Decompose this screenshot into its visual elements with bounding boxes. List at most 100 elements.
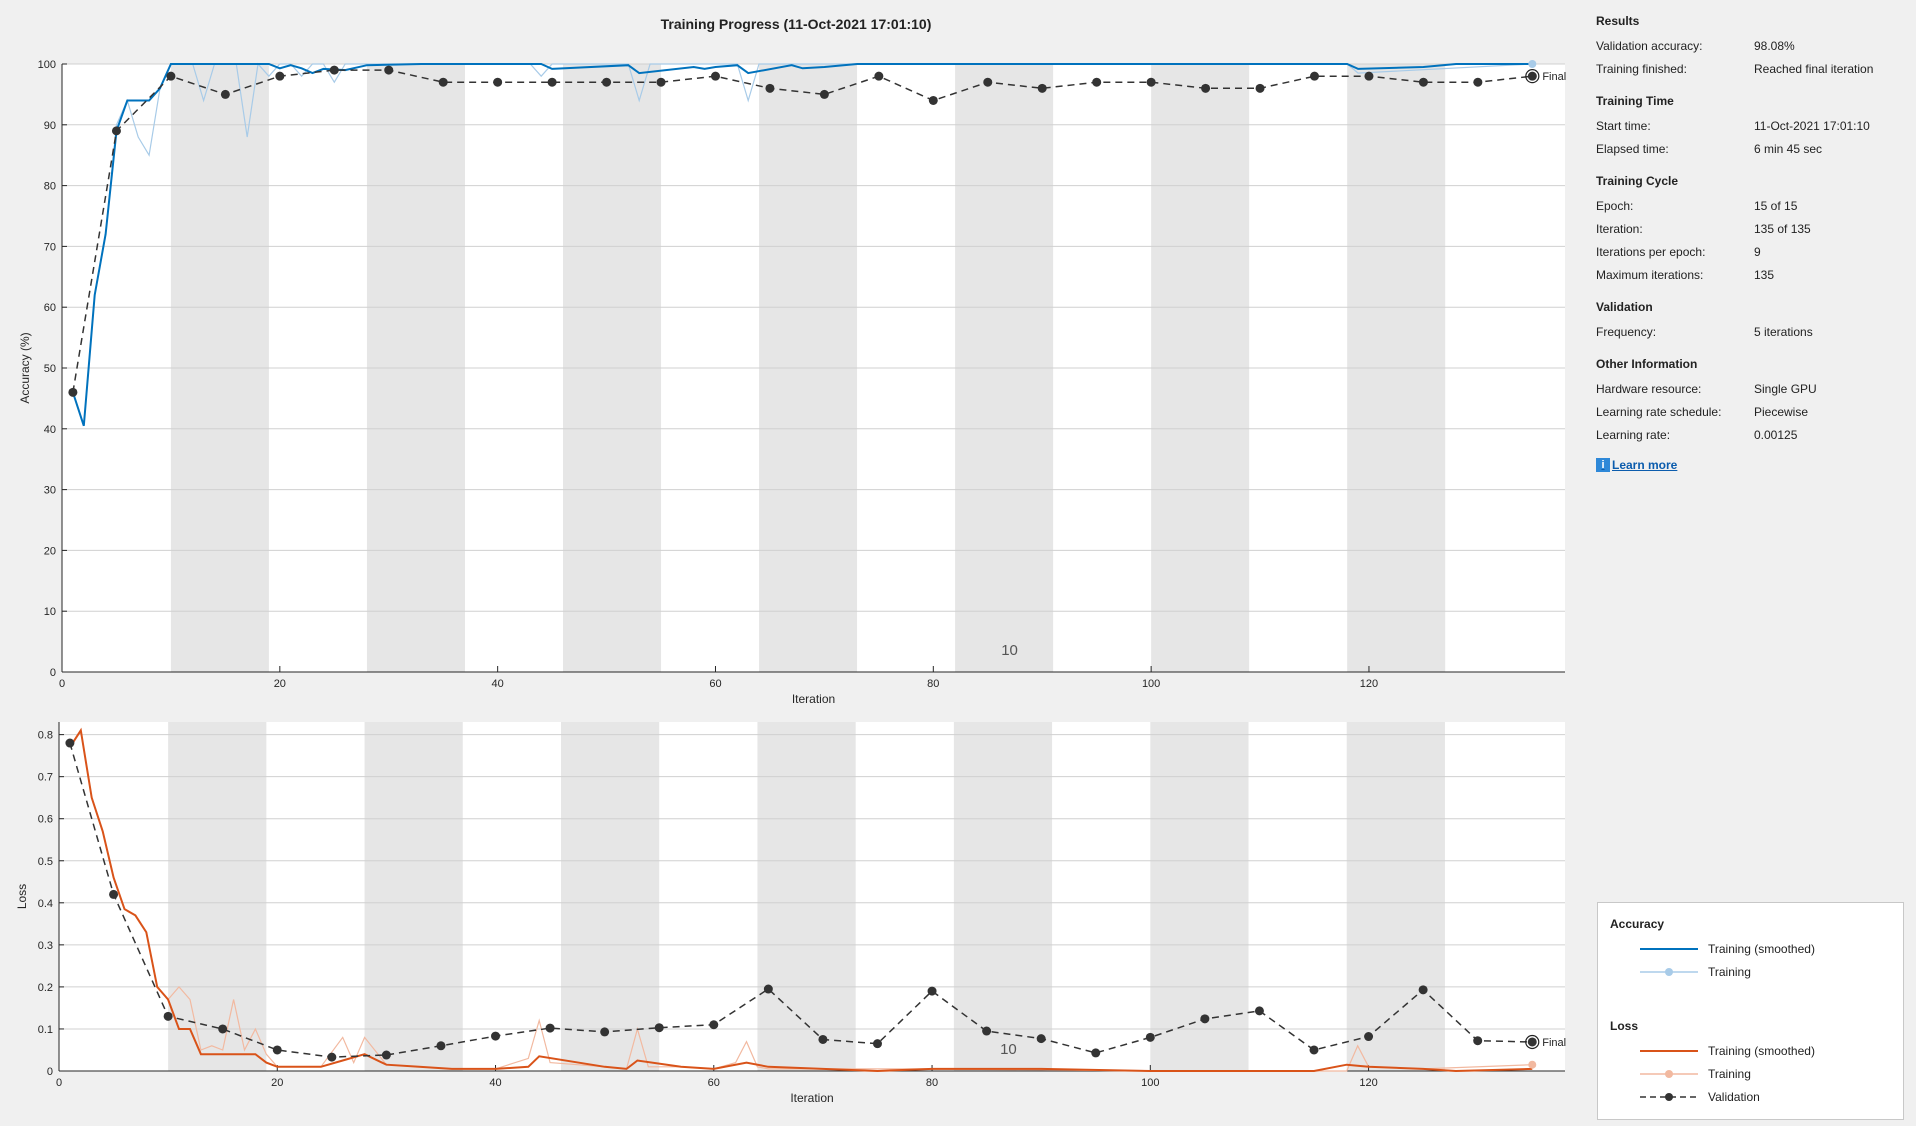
validation-point — [1091, 1048, 1101, 1058]
validation-point — [1092, 77, 1102, 87]
info-label: Learning rate: — [1596, 427, 1671, 442]
legend-swatch-loss-training-icon — [1640, 1070, 1698, 1078]
validation-point — [1254, 1006, 1264, 1016]
info-value: Single GPU — [1754, 381, 1817, 396]
y-tick-label: 30 — [44, 485, 56, 497]
validation-point — [438, 77, 448, 87]
validation-point — [872, 1039, 882, 1049]
legend-label: Training (smoothed) — [1708, 942, 1815, 956]
epoch-band — [1346, 722, 1445, 1071]
legend-loss-heading: Loss — [1610, 1019, 1639, 1033]
y-tick-label: 40 — [44, 424, 56, 436]
y-tick-label: 0 — [50, 667, 56, 679]
validation-point — [1527, 1037, 1537, 1047]
validation-point — [927, 986, 937, 996]
validation-point — [68, 387, 78, 397]
series-training-raw — [72, 62, 1533, 426]
legend-label: Training (smoothed) — [1708, 1044, 1815, 1058]
chart-title: Training Progress (11-Oct-2021 17:01:10) — [660, 16, 932, 32]
accuracy-plot[interactable]: 0 10 20 30 40 50 60 70 80 90 100 0 20 40 60 80 100 120 Ite… — [0, 0, 1600, 710]
final-training-point — [1528, 1060, 1537, 1069]
validation-point — [436, 1041, 446, 1051]
info-value: 98.08% — [1754, 38, 1795, 53]
validation-point — [765, 83, 775, 93]
info-label: Learning rate schedule: — [1596, 404, 1722, 419]
y-axis-label: Loss — [15, 884, 29, 909]
y-tick-label: 100 — [38, 59, 56, 71]
epoch-band — [168, 722, 267, 1071]
validation-point — [1036, 1034, 1046, 1044]
validation-point — [819, 89, 829, 99]
validation-point — [1201, 83, 1211, 93]
validation-point — [327, 1052, 337, 1062]
info-value: 5 iterations — [1754, 324, 1813, 339]
y-tick-label: 0.5 — [38, 856, 53, 868]
info-row: Validation accuracy: 98.08% — [1596, 34, 1896, 57]
validation-point — [272, 1045, 282, 1055]
validation-point — [1473, 1036, 1483, 1046]
info-row: Hardware resource: Single GPU — [1596, 377, 1896, 400]
validation-point — [1309, 1045, 1319, 1055]
info-label: Validation accuracy: — [1596, 38, 1703, 53]
y-tick-label: 0.4 — [38, 898, 53, 910]
y-tick-label: 0.3 — [38, 940, 53, 952]
x-tick-label: 120 — [1360, 678, 1378, 690]
series-training-smoothed — [71, 63, 1533, 427]
info-value: 6 min 45 sec — [1754, 141, 1823, 156]
x-tick-label: 100 — [1141, 1077, 1159, 1089]
final-validation-marker — [1525, 1034, 1540, 1050]
info-value: 15 of 15 — [1754, 198, 1798, 213]
y-tick-label: 80 — [44, 181, 56, 193]
y-axis-label: Accuracy (%) — [18, 332, 32, 403]
legend-item-validation: Validation — [1638, 1089, 1760, 1105]
legend-item-acc-smoothed: Training (smoothed) — [1638, 941, 1815, 957]
legend-label: Training — [1708, 1067, 1751, 1081]
legend-accuracy-heading: Accuracy — [1610, 917, 1665, 931]
epoch-band — [1150, 722, 1249, 1071]
x-tick-label: 0 — [56, 1077, 62, 1089]
validation-point — [1145, 1032, 1155, 1042]
info-label: Iterations per epoch: — [1596, 244, 1706, 259]
validation-point — [329, 65, 339, 75]
y-tick-label: 0 — [47, 1066, 53, 1078]
info-row: Learning rate: 0.00125 — [1596, 423, 1896, 446]
validation-point — [545, 1023, 555, 1033]
info-label: Epoch: — [1596, 198, 1634, 213]
validation-point — [1364, 1032, 1374, 1042]
x-tick-label: 20 — [271, 1077, 283, 1089]
x-tick-label: 20 — [274, 678, 286, 690]
series-validation — [69, 742, 1533, 1058]
legend-swatch-acc-training-icon — [1640, 968, 1698, 976]
info-label: Training finished: — [1596, 61, 1687, 76]
y-tick-label: 0.7 — [38, 772, 53, 784]
y-tick-label: 50 — [44, 363, 56, 375]
info-row: Training finished: Reached final iteratio… — [1596, 57, 1896, 80]
info-row: Frequency: 5 iterations — [1596, 320, 1896, 343]
info-row: Iterations per epoch: 9 — [1596, 240, 1896, 263]
info-row: Epoch: 15 of 15 — [1596, 194, 1896, 217]
x-tick-label: 40 — [492, 678, 504, 690]
legend-swatch-validation-icon — [1640, 1093, 1698, 1101]
validation-point — [1146, 77, 1156, 87]
loss-plot[interactable]: 00.10.20.30.40.50.60.70.80 20 40 60 80 100 120… — [0, 0, 1600, 1126]
y-tick-label: 0.8 — [38, 730, 53, 742]
y-tick-label: 90 — [44, 120, 56, 132]
legend-label: Validation — [1708, 1090, 1760, 1104]
validation-point — [163, 1011, 173, 1021]
validation-point — [109, 889, 119, 899]
info-row: Learning rate schedule: Piecewise — [1596, 400, 1896, 423]
learn-more-link[interactable]: i Learn more — [1596, 458, 1896, 472]
y-tick-label: 10 — [44, 606, 56, 618]
validation-point — [983, 77, 993, 87]
validation-point — [1364, 71, 1374, 81]
validation-point — [493, 77, 503, 87]
validation-point — [1473, 77, 1483, 87]
legend-item-loss-smoothed: Training (smoothed) — [1638, 1043, 1815, 1059]
training-time-heading: Training Time — [1596, 94, 1674, 108]
validation-point — [656, 77, 666, 87]
validation-point — [65, 738, 75, 748]
validation-point — [491, 1031, 501, 1041]
legend-swatch-acc-smoothed-icon — [1640, 948, 1698, 950]
epoch-band — [757, 722, 856, 1071]
legend-panel: Accuracy Training (smoothed) Training Lo… — [1597, 902, 1904, 1120]
